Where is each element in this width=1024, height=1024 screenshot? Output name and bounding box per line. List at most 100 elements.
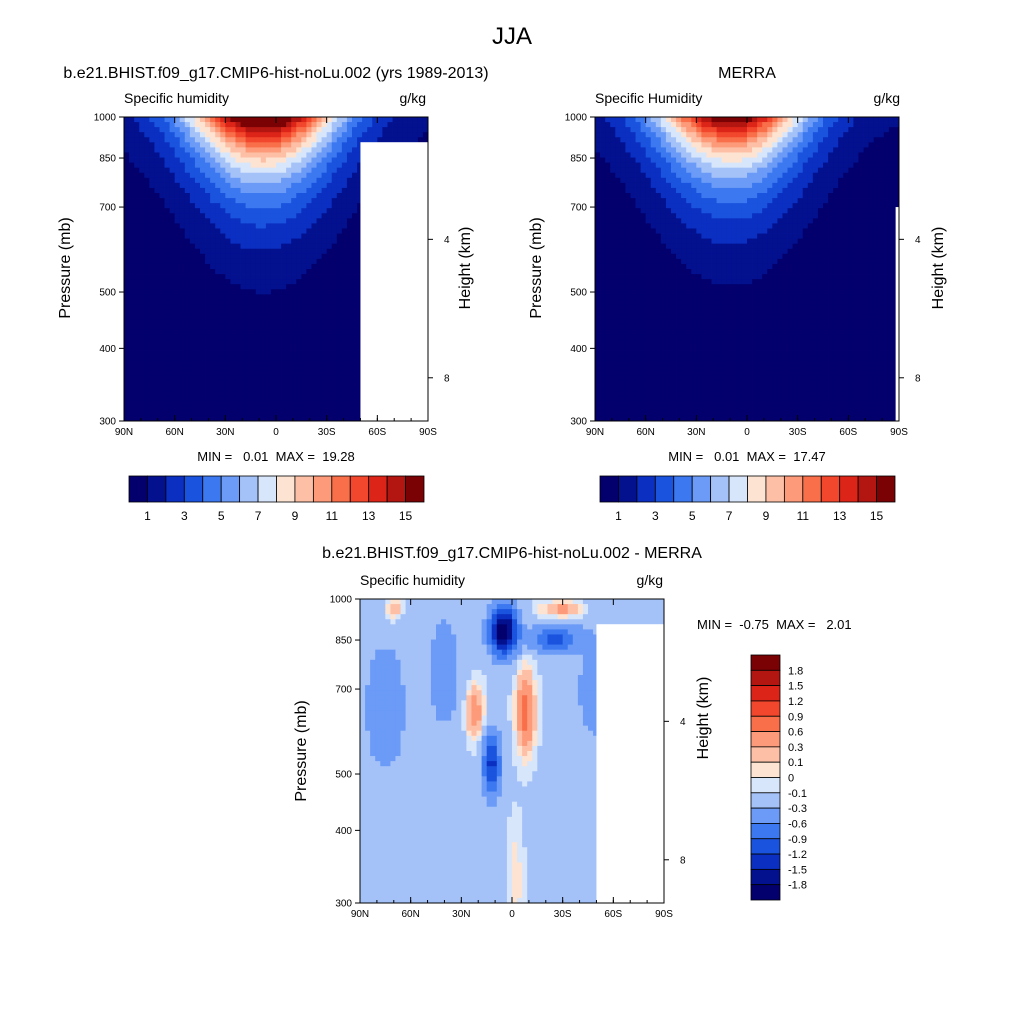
field-cell [159,263,165,270]
field-cell [230,350,236,356]
field-cell [220,314,226,321]
field-cell [306,355,312,361]
field-cell [321,395,328,402]
field-cell [205,269,211,275]
field-cell [301,223,307,229]
field-cell [853,213,859,219]
field-cell [301,122,307,128]
field-cell [189,228,196,234]
field-cell [645,203,652,209]
y-tick-label: 300 [99,417,116,428]
field-cell [240,370,246,376]
field-cell [276,284,282,290]
field-cell [250,152,257,158]
field-cell [164,274,170,280]
field-cell [615,208,621,214]
field-cell [169,182,176,189]
field-cell [270,304,277,310]
field-cell [326,223,333,229]
field-cell [610,122,616,128]
field-cell [129,263,135,270]
field-cell [179,162,186,169]
field-cell [189,410,196,417]
field-cell [701,137,707,143]
field-cell [235,147,241,153]
field-cell [281,147,287,153]
field-cell [812,162,819,169]
field-cell [245,223,252,229]
field-cell [200,355,206,361]
field-cell [762,208,768,214]
field-cell [281,152,287,158]
field-cell [164,365,170,371]
field-cell [184,410,191,417]
field-cell [352,375,358,381]
field-cell [265,304,272,310]
field-cell [823,142,829,148]
field-cell [240,405,246,412]
field-cell [215,375,221,381]
field-cell [225,213,231,219]
field-cell [701,162,707,169]
field-cell [747,223,753,229]
field-cell [154,132,160,138]
field-cell [828,182,834,189]
field-cell [357,228,363,234]
field-cell [220,360,226,366]
field-cell [245,334,252,341]
field-cell [848,182,854,189]
field-cell [220,152,226,158]
field-cell [240,380,246,386]
field-cell [270,187,277,194]
field-cell [276,137,282,143]
y-tick-label: 1000 [94,113,117,124]
field-cell [357,309,363,315]
field-cell [630,223,636,229]
field-cell [270,253,277,260]
field-cell [129,385,135,391]
field-cell [129,182,135,189]
field-cell [853,167,859,174]
field-cell [149,370,155,376]
field-cell [883,177,890,184]
field-cell [696,167,702,174]
field-cell [701,218,707,224]
field-cell [230,233,236,239]
field-cell [655,172,662,179]
field-cell [792,167,799,174]
field-cell [245,350,252,356]
field-cell [316,294,322,300]
field-cell [255,218,262,224]
field-cell [179,370,186,376]
field-cell [250,410,257,417]
field-cell [240,258,246,265]
field-cell [316,370,322,376]
field-cell [321,289,328,295]
field-cell [200,334,206,341]
field-cell [200,248,206,255]
field-cell [691,132,697,138]
field-cell [149,405,155,412]
field-cell [200,132,206,138]
field-cell [260,193,267,199]
field-cell [149,187,155,194]
terrain-mask [360,142,428,421]
field-cell [706,152,712,158]
field-cell [741,122,748,128]
field-cell [291,339,297,346]
field-cell [336,223,343,229]
field-cell [767,172,773,179]
field-cell [164,299,170,305]
field-cell [179,208,186,214]
field-cell [367,122,373,128]
field-cell [129,187,135,194]
field-cell [671,157,677,163]
field-cell [296,314,302,321]
field-cell [184,350,191,356]
field-cell [255,314,262,321]
field-cell [336,162,343,169]
field-cell [169,269,176,275]
field-cell [200,284,206,290]
field-cell [149,329,155,336]
field-cell [210,324,216,331]
